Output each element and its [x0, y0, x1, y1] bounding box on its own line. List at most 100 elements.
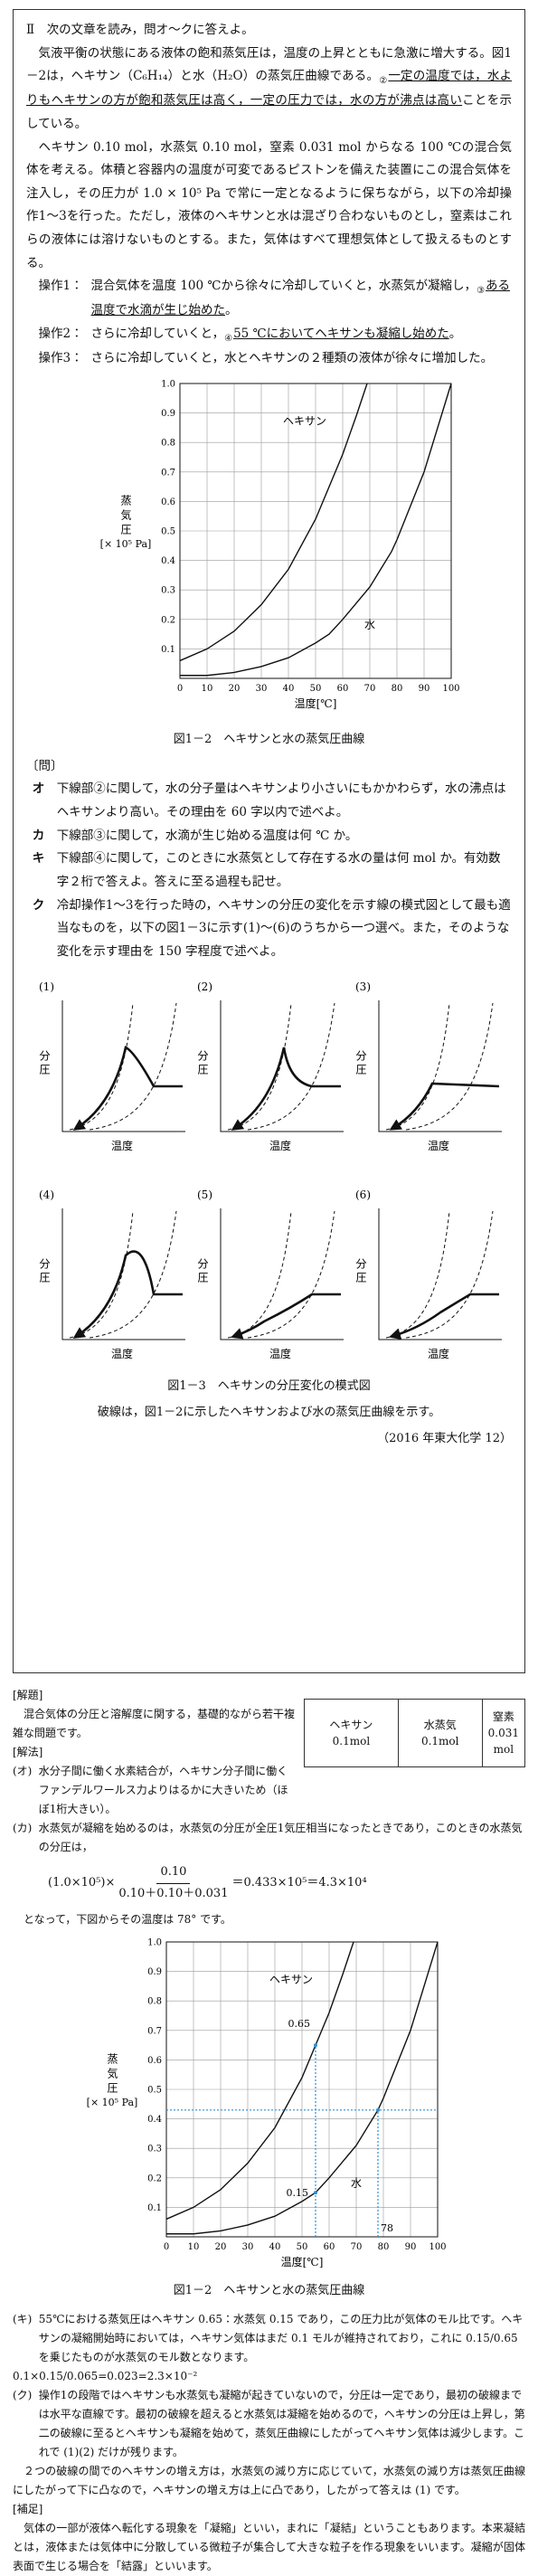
underlined: ある温度で水滴が生じ始めた	[90, 279, 511, 318]
text: ＝0.433×10⁵＝4.3×10⁴	[231, 1875, 367, 1889]
y-tick-label: 0.6	[161, 497, 175, 507]
x-tick-label: 90	[405, 2242, 417, 2252]
axes	[378, 1208, 502, 1340]
x-axis-label: 温度	[269, 1140, 291, 1152]
dashed-curve	[227, 1003, 292, 1131]
pressure-line	[72, 1250, 183, 1340]
operation: 操作3： さらに冷却していくと，水とヘキサンの２種類の液体が徐々に増加した。	[39, 347, 513, 371]
chart: 0 10 20 30 40 50 60 70 80 90 100 0.1 0.2 0.3 0.4 0.5 0.6…	[100, 379, 460, 710]
supplement: 気体の一部が液体へ転化する現象を「凝縮」といい，まれに「凝結」ということもありま…	[13, 2522, 525, 2573]
plot-frame	[165, 1941, 439, 2237]
text: ２つの破線の間でのヘキサンの増え方は，水蒸気の減り方に応じていて，水蒸気の減り方…	[13, 2465, 525, 2497]
y-tick-label: 0.4	[147, 2115, 162, 2125]
y-tick-label: 0.8	[161, 438, 175, 448]
y-axis-label: 蒸気圧	[119, 494, 132, 537]
text: となって，下図からその温度は 78° です。	[24, 1912, 231, 1926]
equation: (1.0×10⁵)× 0.10 0.10＋0.10＋0.031 ＝0.433×10⁵＝…	[48, 1862, 525, 1905]
text: 冷却操作1〜3を行った時の，ヘキサンの分圧の変化を示す線の模式図として最も適当な…	[56, 897, 511, 959]
answer: (ク) 操作1の段階ではヘキサンも水蒸気も凝縮が起きていないので，分圧は一定であり…	[13, 2386, 525, 2462]
guide-point	[314, 2042, 317, 2047]
questions-heading: 〔問〕	[26, 758, 63, 773]
x-axis-label: 温度[℃]	[295, 697, 337, 710]
paragraph: ヘキサン 0.10 mol，水蒸気 0.10 mol，窒素 0.031 mol …	[26, 139, 512, 270]
pressure-line	[231, 1293, 341, 1340]
panel-label: (3)	[355, 980, 371, 993]
label: 操作2：	[38, 327, 83, 342]
cell: ヘキサン 0.1mol	[304, 1699, 399, 1767]
y-axis-label: 分圧	[354, 1258, 367, 1285]
curve-label: 水	[351, 2176, 362, 2189]
denominator: 0.10＋0.10＋0.031	[118, 1886, 229, 1900]
operation: 操作1： 混合気体を温度 100 ℃から徐々に冷却していくと，水蒸気が凝縮し，③あ…	[39, 275, 513, 323]
text: 0.031 mol	[487, 1727, 519, 1756]
curve	[165, 1941, 354, 2220]
section-heading: [補足]	[13, 2503, 43, 2516]
text: さらに冷却していくと，水とヘキサンの２種類の液体が徐々に増加した。	[90, 351, 494, 366]
text: 気液平衡の状態にある液体の飽和蒸気圧は，温度の上昇とともに急激に増大する。図1－…	[26, 45, 512, 84]
underlined: 一定の温度では，水よりもヘキサンの方が飽和蒸気圧は高く，一定の圧力では，水の方が…	[26, 69, 513, 109]
caption: 図1－2 ヘキサンと水の蒸気圧曲線	[173, 2283, 365, 2297]
y-axis-unit: [× 10⁵ Pa]	[87, 2097, 138, 2108]
dashed-curve	[89, 1211, 177, 1339]
marker: ③	[477, 286, 486, 297]
answer: (カ) 水蒸気が凝縮を始めるのは，水蒸気の分圧が全圧1気圧相当になったときであり，…	[13, 1819, 525, 1857]
text: 水蒸気が凝縮を始めるのは，水蒸気の分圧が全圧1気圧相当になったときであり，このと…	[38, 1822, 523, 1853]
section-heading: [解題]	[13, 1689, 43, 1701]
panel-label: (1)	[39, 980, 54, 993]
question: カ下線部③に関して，水滴が生じ始める温度は何 ℃ か。	[33, 825, 512, 848]
y-tick-label: 0.8	[147, 1996, 162, 2006]
dashed-curve	[385, 1003, 450, 1131]
x-tick-label: 70	[364, 684, 376, 694]
axes	[378, 1000, 502, 1132]
label: オ	[32, 781, 45, 797]
cell: 水蒸気 0.1mol	[397, 1699, 483, 1767]
label: (カ)	[13, 1822, 33, 1834]
question: ク冷却操作1〜3を行った時の，ヘキサンの分圧の変化を示す線の模式図として最も適当…	[33, 895, 512, 964]
text: 0.1mol	[332, 1735, 371, 1747]
axes	[61, 1208, 185, 1340]
curve-label: ヘキサン	[269, 1973, 313, 1985]
x-tick-label: 60	[324, 2242, 335, 2252]
x-tick-label: 70	[351, 2242, 363, 2252]
x-tick-label: 50	[310, 684, 322, 694]
x-tick-label: 20	[229, 684, 241, 694]
y-axis-label: 分圧	[354, 1050, 367, 1077]
dashed-curve	[227, 1211, 292, 1339]
label: カ	[32, 828, 45, 843]
panel-label: (2)	[197, 980, 212, 993]
y-tick-label: 0.5	[161, 526, 175, 536]
y-tick-label: 1.0	[161, 379, 175, 389]
text: 55℃における蒸気圧はヘキサン 0.65：水蒸気 0.15 であり，この圧力比が…	[38, 2313, 524, 2364]
x-tick-label: 100	[429, 2242, 446, 2252]
answer: (キ) 55℃における蒸気圧はヘキサン 0.65：水蒸気 0.15 であり，この圧…	[13, 2310, 525, 2367]
text: 下線部④に関して，このときに水蒸気として存在する水の量は何 mol か。有効数字…	[56, 851, 501, 889]
y-tick-label: 0.4	[161, 556, 175, 566]
label: (ク)	[13, 2389, 33, 2402]
guide-point	[376, 2107, 380, 2112]
x-axis-label: 温度	[111, 1348, 133, 1360]
panel-label: (4)	[39, 1189, 54, 1201]
cell: 窒素 0.031 mol	[481, 1699, 526, 1767]
x-axis-label: 温度	[269, 1348, 291, 1360]
x-tick-label: 100	[442, 684, 459, 694]
guide-point	[314, 2190, 317, 2194]
label: (キ)	[13, 2313, 33, 2326]
amount-table: ヘキサン 0.1mol 水蒸気 0.1mol 窒素 0.031 mol	[304, 1699, 526, 1767]
x-tick-label: 40	[269, 2242, 281, 2252]
dashed-curve	[385, 1211, 450, 1339]
caption: 図1－2 ヘキサンと水の蒸気圧曲線	[173, 732, 365, 746]
curve-label: 水	[364, 618, 375, 630]
curve	[180, 383, 452, 677]
panel-label: (5)	[197, 1189, 212, 1201]
y-axis-unit: [× 10⁵ Pa]	[100, 538, 152, 550]
text: 水蒸気	[423, 1719, 457, 1731]
text: 水分子間に働く水素結合が，ヘキサン分子間に働くファンデルワールス力よりはるかに大…	[38, 1765, 288, 1815]
x-tick-label: 30	[242, 2242, 254, 2252]
note: 破線は，図1－2に示したヘキサンおよび水の蒸気圧曲線を示す。	[97, 1406, 441, 1420]
y-axis-label: 分圧	[196, 1050, 209, 1077]
formula: 0.1×0.15/0.065=0.023=2.3×10⁻²	[13, 2370, 198, 2383]
